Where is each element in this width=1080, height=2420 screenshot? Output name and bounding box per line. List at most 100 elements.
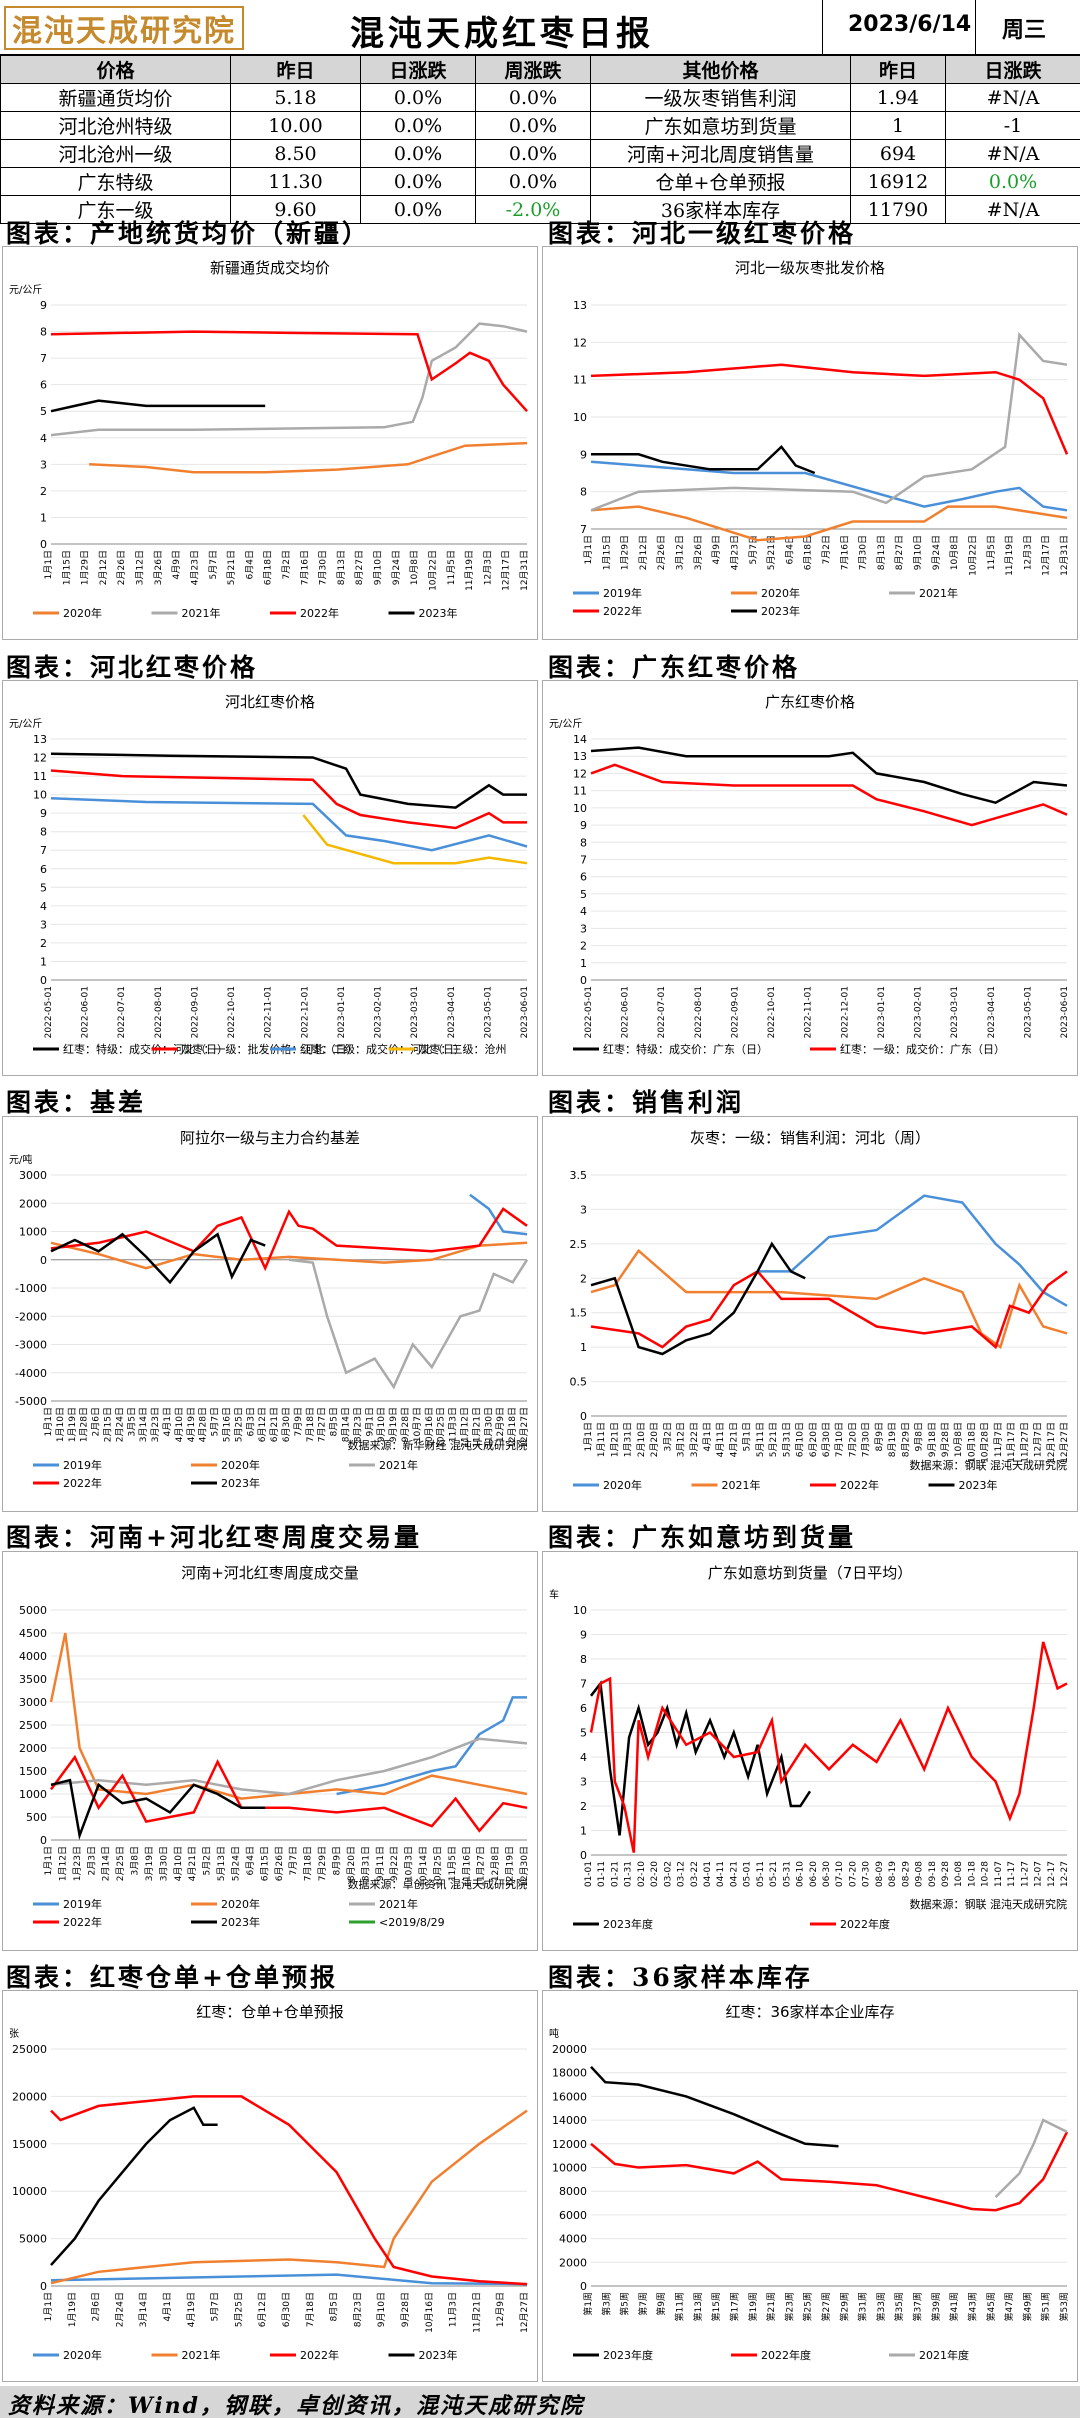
x-tick-label: 4月10日 (174, 1407, 185, 1442)
x-tick-label: 2月6日 (91, 2292, 102, 2321)
x-tick-label: 第43周 (966, 2292, 978, 2321)
x-tick-label: 9月8日 (914, 1422, 925, 1451)
y-tick-label: 4000 (559, 2233, 587, 2246)
chart-title: 广东红枣价格 (765, 693, 855, 711)
x-tick-label: 11月27日 (1019, 1422, 1030, 1463)
legend-label: 灰枣：三级：沧州 (419, 1042, 507, 1056)
x-tick-label: 4月1日 (162, 1407, 173, 1436)
x-tick-label: 07-20 (848, 1861, 858, 1887)
x-tick-label: 2022-12-01 (300, 986, 310, 1038)
x-tick-label: 2月24日 (114, 2292, 125, 2327)
y-tick-label: 5 (40, 405, 47, 418)
x-tick-label: 8月14日 (341, 1407, 352, 1442)
y-tick-label: 0 (40, 1834, 47, 1847)
report-header: 混沌天成研究院 混沌天成红枣日报 2023/6/14 周三 (0, 0, 1080, 55)
legend-label: 2019年 (603, 586, 642, 600)
x-tick-label: 2022-06-01 (621, 986, 631, 1038)
x-tick-label: 9月28日 (400, 1407, 411, 1442)
x-tick-label: 11-07 (994, 1861, 1004, 1887)
price-table-cell: 河北沧州特级 (1, 112, 231, 140)
y-tick-label: 2 (40, 485, 47, 498)
x-tick-label: 1月15日 (601, 535, 612, 570)
x-tick-label: 2月26日 (656, 535, 667, 570)
price-table-cell: 一级灰枣销售利润 (591, 84, 851, 112)
y-tick-label: 13 (33, 733, 47, 746)
x-tick-label: 2023-01-01 (337, 986, 347, 1038)
x-tick-label: 5月7日 (208, 550, 219, 579)
x-tick-label: 12月9日 (495, 1407, 506, 1442)
x-tick-label: 07-30 (862, 1861, 872, 1887)
y-tick-label: -4000 (15, 1367, 47, 1380)
x-tick-label: 12-17 (1047, 1861, 1057, 1887)
x-tick-label: 5月21日 (226, 550, 237, 585)
x-tick-label: 第51周 (1040, 2292, 1052, 2321)
x-tick-label: 06-30 (822, 1861, 832, 1887)
x-tick-label: 5月7日 (210, 2292, 221, 2321)
y-tick-label: 3.5 (570, 1169, 588, 1182)
x-tick-label: 7月9日 (293, 1407, 304, 1436)
y-tick-label: 10000 (12, 2185, 47, 2198)
legend-label: 2021年 (379, 1897, 418, 1911)
y-tick-label: 3000 (19, 1169, 47, 1182)
x-tick-label: 6月21日 (269, 1407, 280, 1442)
x-tick-label: 10月28日 (980, 1422, 991, 1463)
x-tick-label: 2月24日 (114, 1407, 125, 1442)
x-tick-label: 1月21日 (609, 1422, 620, 1457)
legend-label: 2023年 (761, 604, 800, 618)
x-tick-label: 08-19 (888, 1861, 898, 1887)
x-tick-label: 9月28日 (940, 1422, 951, 1457)
y-tick-label: 9 (580, 1629, 587, 1642)
x-tick-label: 4月21日 (728, 1422, 739, 1457)
x-tick-label: 8月23日 (352, 1407, 363, 1442)
x-tick-label: 12月17日 (1046, 1422, 1057, 1463)
x-tick-label: 06-10 (796, 1861, 806, 1887)
y-tick-label: 8 (580, 836, 587, 849)
legend-label: 2022年 (300, 2348, 339, 2362)
x-tick-label: 1月1日 (43, 2292, 54, 2321)
price-table-cell: 0.0% (946, 168, 1080, 196)
x-tick-label: 第9周 (655, 2292, 667, 2316)
x-tick-label: 1月1日 (583, 1422, 594, 1451)
x-tick-label: 12月17日 (501, 550, 512, 591)
x-tick-label: 6月26日 (274, 1846, 285, 1881)
x-tick-label: 第27周 (820, 2292, 832, 2321)
x-tick-label: 9月11日 (375, 1846, 386, 1881)
report-date: 2023/6/14 (848, 12, 971, 37)
x-tick-label: 第53周 (1058, 2292, 1070, 2321)
x-tick-label: 12月8日 (490, 1846, 501, 1881)
x-tick-label: 第17周 (728, 2292, 740, 2321)
x-tick-label: 第33周 (875, 2292, 887, 2321)
x-tick-label: 2022-12-01 (840, 986, 850, 1038)
x-tick-label: 3月22日 (689, 1422, 700, 1457)
y-tick-label: 500 (26, 1811, 47, 1824)
y-tick-label: 4 (580, 905, 587, 918)
price-table-cell: 河南+河北周度销售量 (591, 140, 851, 168)
x-tick-label: 5月1日 (742, 1422, 753, 1451)
y-tick-label: 6 (40, 863, 47, 876)
x-tick-label: 5月11日 (755, 1422, 766, 1457)
legend-label: 2022年 (63, 1915, 102, 1929)
y-tick-label: 7 (580, 523, 587, 536)
x-tick-label: 10-18 (967, 1861, 977, 1887)
series-line (591, 1244, 805, 1354)
series-line (51, 2108, 218, 2265)
legend-label: 2020年 (63, 2348, 102, 2362)
x-tick-label: 4月19日 (186, 2292, 197, 2327)
legend-label: 2022年度 (761, 2348, 811, 2362)
x-tick-label: 2月12日 (98, 550, 109, 585)
legend-label: 2019年 (63, 1458, 102, 1472)
x-tick-label: 2023-03-01 (950, 986, 960, 1038)
x-tick-label: 6月30日 (821, 1422, 832, 1457)
y-tick-label: 8 (40, 326, 47, 339)
legend-label: 2023年 (419, 606, 458, 620)
x-tick-label: 第5周 (619, 2292, 631, 2316)
x-tick-label: 01-01 (584, 1861, 594, 1887)
legend-label: 2023年度 (603, 1917, 653, 1931)
x-tick-label: 11月3日 (448, 1407, 459, 1442)
y-tick-label: 1 (40, 511, 47, 524)
x-tick-label: 5月2日 (202, 1846, 213, 1875)
y-tick-label: 2 (40, 937, 47, 950)
legend-label: 红枣：特级：成交价：广东（日） (603, 1042, 768, 1056)
series-line (591, 1271, 1067, 1347)
x-tick-label: 12月7日 (1033, 1422, 1044, 1457)
